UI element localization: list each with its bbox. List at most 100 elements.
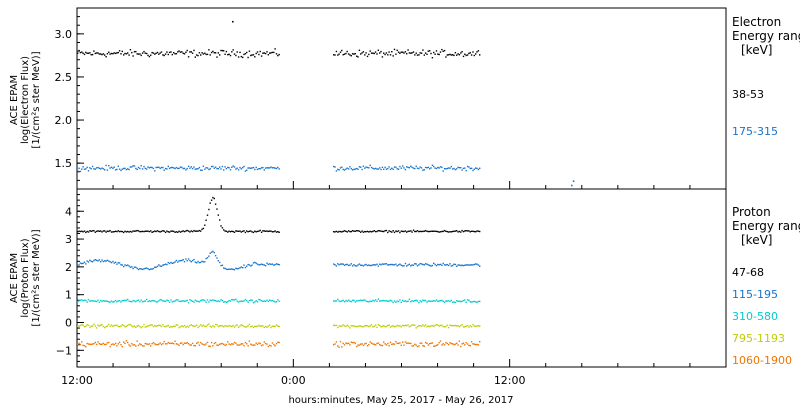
data-point (113, 52, 115, 54)
data-point (380, 344, 382, 347)
data-point (198, 301, 201, 303)
data-point (464, 53, 466, 55)
data-point (201, 325, 203, 327)
data-point (256, 301, 259, 303)
data-point (82, 262, 84, 265)
data-point (158, 343, 160, 345)
y-tick-label: 2 (65, 261, 72, 274)
data-point (254, 325, 256, 328)
data-point (108, 341, 110, 344)
data-point (85, 168, 87, 170)
data-point (102, 300, 105, 302)
data-point (210, 251, 213, 253)
data-point (136, 53, 138, 55)
data-point (389, 326, 392, 328)
data-point (186, 49, 188, 52)
data-point (435, 167, 438, 170)
data-point (260, 263, 263, 265)
data-point (170, 261, 172, 264)
data-point (236, 167, 238, 169)
data-point (335, 300, 338, 302)
outlier-point (232, 20, 234, 23)
data-point (95, 259, 98, 261)
data-point (125, 168, 128, 171)
data-point (179, 260, 182, 262)
data-point (91, 53, 94, 56)
data-point (462, 342, 465, 344)
data-point (339, 325, 342, 327)
data-point (104, 300, 106, 302)
data-point (95, 300, 98, 303)
data-point (259, 299, 261, 301)
data-point (233, 299, 236, 301)
data-point (86, 324, 88, 326)
data-point (353, 230, 355, 232)
data-point (87, 170, 90, 172)
data-point (194, 168, 196, 170)
data-point (128, 300, 130, 302)
data-point (275, 301, 278, 303)
data-point (402, 324, 404, 327)
data-point (248, 167, 251, 169)
data-point (121, 50, 123, 53)
data-point (232, 343, 234, 345)
data-point (171, 301, 173, 303)
data-point (264, 300, 267, 302)
data-point (366, 300, 369, 303)
data-point (248, 264, 251, 266)
data-point (255, 52, 257, 55)
data-point (277, 263, 279, 265)
data-point (181, 166, 183, 169)
data-point (353, 264, 355, 266)
data-point (110, 231, 113, 233)
data-point (212, 196, 214, 199)
data-point (435, 230, 438, 233)
data-point (150, 324, 152, 326)
data-point (377, 324, 379, 326)
data-point (164, 325, 167, 328)
data-point (399, 299, 401, 301)
data-point (365, 52, 367, 54)
electron-ylabel-line-2: log(Electron Flux) (20, 56, 31, 144)
data-point (333, 231, 335, 233)
data-point (424, 230, 427, 232)
data-point (117, 262, 119, 264)
data-point (437, 344, 439, 346)
data-point (139, 301, 141, 303)
data-point (275, 231, 278, 233)
data-point (403, 300, 405, 302)
data-point (407, 166, 409, 169)
data-point (396, 324, 398, 327)
data-point (435, 265, 438, 267)
data-point (198, 52, 201, 54)
data-point (454, 230, 457, 232)
data-point (254, 261, 256, 264)
data-point (219, 325, 221, 327)
data-point (216, 208, 218, 210)
data-point (392, 230, 394, 232)
data-point (158, 53, 160, 55)
data-point (411, 345, 413, 347)
data-point (354, 53, 356, 55)
data-point (200, 169, 202, 171)
data-point (204, 261, 206, 263)
data-point (461, 343, 463, 345)
data-point (275, 53, 278, 55)
data-point (373, 343, 375, 345)
data-point (206, 324, 209, 326)
data-point (91, 343, 94, 345)
electron-legend-title-2: Energy range (732, 29, 800, 43)
data-point (416, 325, 419, 328)
data-point (415, 263, 417, 265)
data-point (356, 300, 358, 302)
data-point (445, 325, 447, 328)
data-point (377, 230, 379, 232)
data-point (78, 342, 80, 345)
data-point (376, 230, 378, 233)
data-point (251, 231, 253, 233)
data-point (345, 263, 347, 266)
data-point (146, 343, 148, 345)
data-point (362, 51, 365, 53)
data-point (254, 168, 256, 171)
data-point (447, 264, 450, 267)
